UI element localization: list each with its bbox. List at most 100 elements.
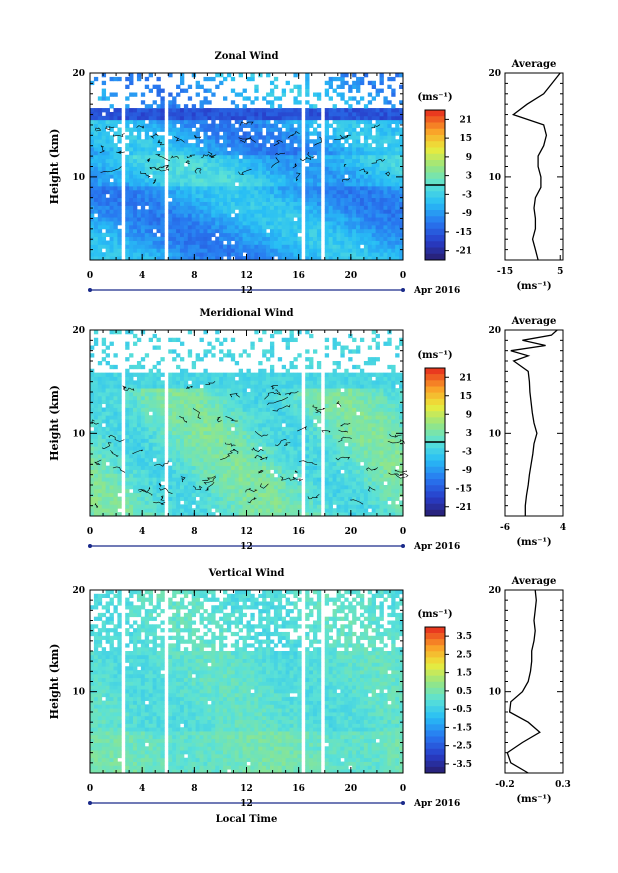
heatmap-cell (183, 395, 189, 401)
heatmap-cell (250, 221, 255, 226)
heatmap-cell (336, 217, 341, 222)
heatmap-cell (105, 228, 110, 234)
heatmap-cell (97, 205, 103, 210)
heatmap-cell (250, 473, 255, 478)
heatmap-cell (230, 111, 236, 117)
heatmap-cell (391, 143, 396, 148)
heatmap-cell (125, 201, 130, 206)
heatmap-cell (293, 244, 298, 249)
heatmap-cell (375, 244, 380, 249)
heatmap-cell (367, 127, 373, 132)
heatmap-cell (133, 232, 138, 238)
heatmap-cell (344, 108, 349, 113)
heatmap-cell (113, 154, 118, 160)
heatmap-cell (344, 205, 349, 210)
heatmap-cell (246, 438, 251, 443)
heatmap-cell (176, 457, 181, 463)
heatmap-cell (395, 232, 400, 238)
heatmap-cell (117, 174, 122, 179)
heatmap-cell (203, 108, 208, 113)
heatmap-cell (179, 392, 185, 397)
heatmap-cell (297, 150, 302, 156)
heatmap-cell (207, 217, 212, 222)
heatmap-cell (113, 244, 118, 249)
heatmap-cell (101, 337, 107, 343)
heatmap-cell (352, 162, 357, 167)
heatmap-cell (340, 108, 345, 113)
heatmap-cell (238, 256, 243, 261)
heatmap-cell (359, 119, 365, 125)
heatmap-cell (109, 341, 114, 346)
heatmap-cell (375, 92, 380, 97)
heatmap-cell (129, 193, 134, 199)
heatmap-cell (230, 353, 236, 358)
heatmap-cell (211, 492, 216, 498)
heatmap-cell (285, 252, 290, 257)
heatmap-cell (379, 127, 384, 132)
heatmap-cell (187, 485, 193, 490)
heatmap-cell (199, 217, 204, 222)
heatmap-cell (211, 415, 216, 420)
heatmap-cell (219, 108, 224, 113)
heatmap-cell (203, 399, 208, 405)
heatmap-cell (152, 446, 157, 451)
heatmap-cell (176, 127, 181, 132)
heatmap-cell (223, 465, 228, 470)
heatmap-cell (356, 76, 361, 82)
heatmap-cell (348, 147, 353, 152)
heatmap-cell (101, 166, 107, 171)
contour-line (185, 160, 190, 165)
heatmap-cell (285, 170, 290, 175)
heatmap-cell (363, 166, 369, 171)
heatmap-cell (168, 143, 173, 148)
heatmap-cell (285, 80, 290, 86)
heatmap-cell (97, 248, 103, 253)
heatmap-cell (148, 189, 153, 195)
heatmap-cell (129, 205, 134, 210)
heatmap-cell (90, 384, 95, 389)
heatmap-cell (309, 209, 314, 214)
heatmap-cell (136, 512, 142, 517)
heatmap-cell (336, 123, 341, 128)
heatmap-cell (266, 221, 271, 226)
heatmap-cell (352, 240, 357, 245)
heatmap-cell (117, 469, 122, 474)
heatmap-cell (313, 119, 318, 125)
heatmap-cell (223, 380, 228, 385)
heatmap-cell (160, 213, 165, 218)
heatmap-cell (379, 73, 384, 78)
heatmap-cell (305, 88, 310, 93)
heatmap-cell (215, 477, 220, 482)
heatmap-cell (199, 496, 204, 501)
heatmap-cell (203, 244, 208, 249)
heatmap-cell (148, 135, 153, 140)
heatmap-cell (109, 430, 114, 436)
heatmap-cell (191, 446, 197, 451)
heatmap-cell (348, 111, 353, 117)
heatmap-cell (195, 131, 200, 136)
heatmap-cell (113, 388, 118, 393)
heatmap-cell (316, 178, 322, 183)
heatmap-cell (234, 232, 240, 238)
heatmap-cell (113, 372, 118, 377)
x-tick-label: 20 (345, 271, 358, 281)
heatmap-cell (246, 217, 251, 222)
heatmap-cell (352, 119, 357, 125)
heatmap-cell (258, 450, 263, 455)
heatmap-cell (219, 232, 224, 238)
heatmap-cell (183, 154, 189, 160)
heatmap-cell (160, 473, 165, 478)
heatmap-cell (230, 488, 236, 494)
heatmap-cell (371, 252, 377, 257)
heatmap-cell (348, 143, 353, 148)
heatmap-cell (266, 512, 271, 517)
heatmap-cell (215, 217, 220, 222)
heatmap-cell (109, 500, 114, 505)
heatmap-cell (191, 469, 197, 474)
heatmap-cell (242, 139, 247, 144)
heatmap-cell (254, 170, 259, 175)
heatmap-cell (254, 88, 259, 93)
heatmap-cell (262, 170, 267, 175)
heatmap-cell (187, 236, 193, 241)
